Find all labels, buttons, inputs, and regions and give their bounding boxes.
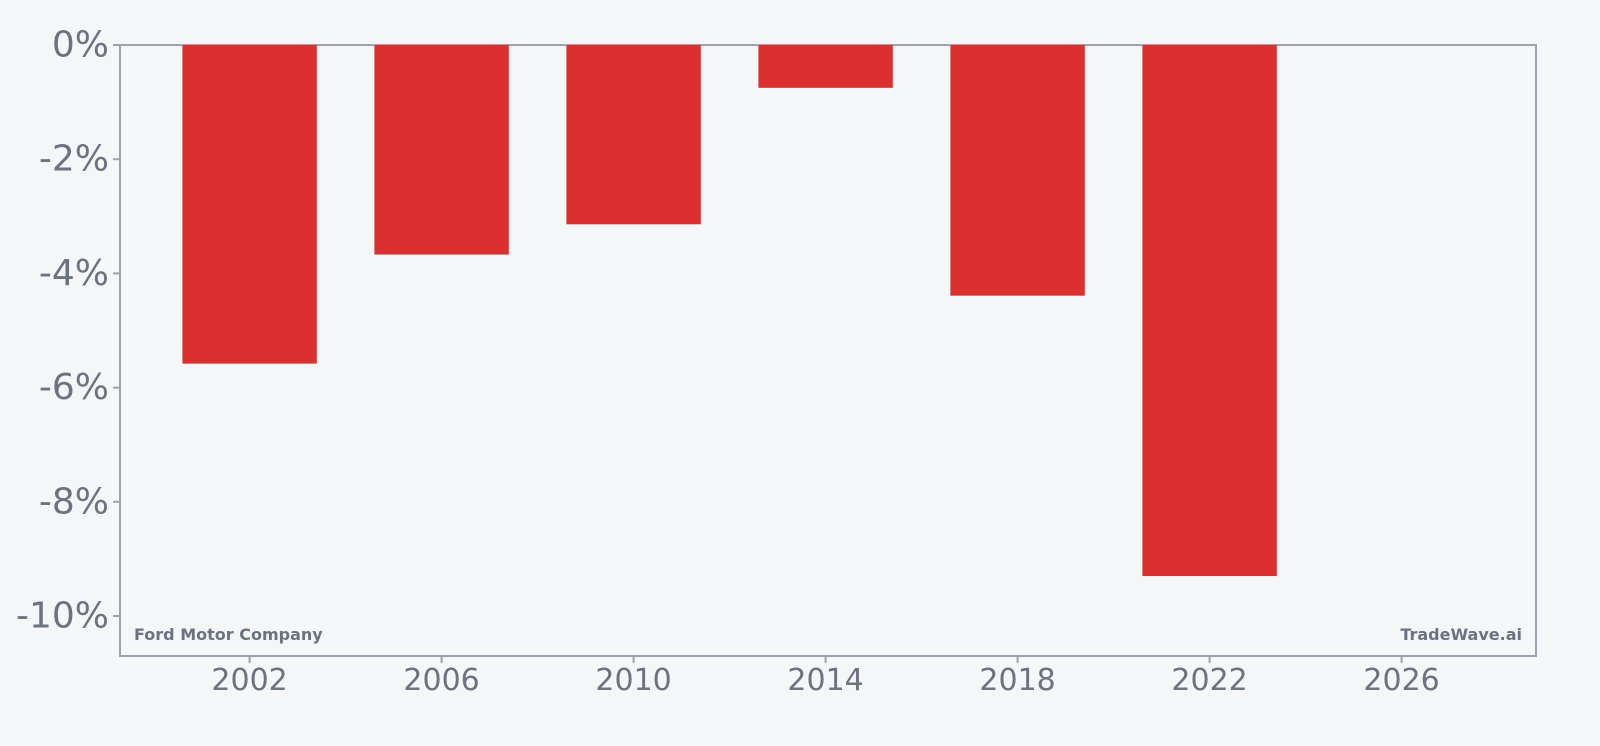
- bar-2002: [182, 45, 317, 364]
- x-tick-label: 2010: [595, 663, 671, 698]
- y-tick-label: -8%: [39, 481, 109, 522]
- bar-2014: [758, 45, 893, 88]
- watermark-label: TradeWave.ai: [1400, 625, 1522, 644]
- y-tick-label: -2%: [39, 139, 109, 180]
- x-tick-label: 2022: [1171, 663, 1247, 698]
- plot-frame: [119, 44, 1537, 657]
- bar-2006: [374, 45, 509, 255]
- bars-group: [182, 45, 1277, 577]
- x-tick-label: 2014: [787, 663, 863, 698]
- x-tick-label: 2018: [979, 663, 1055, 698]
- y-tick-label: 0%: [52, 25, 109, 66]
- x-tick-label: 2002: [211, 663, 287, 698]
- x-axis: 2002 2006 2010 2014 2018 2022 2026: [211, 656, 1440, 698]
- x-tick-label: 2006: [403, 663, 479, 698]
- y-axis: 0% -2% -4% -6% -8% -10%: [16, 25, 120, 637]
- y-tick-label: -4%: [39, 253, 109, 294]
- bar-2022: [1142, 45, 1277, 577]
- bar-2018: [950, 45, 1085, 296]
- x-tick-label: 2026: [1363, 663, 1439, 698]
- y-tick-label: -10%: [16, 596, 109, 637]
- bar-2010: [566, 45, 701, 225]
- company-label: Ford Motor Company: [134, 625, 323, 644]
- y-tick-label: -6%: [39, 367, 109, 408]
